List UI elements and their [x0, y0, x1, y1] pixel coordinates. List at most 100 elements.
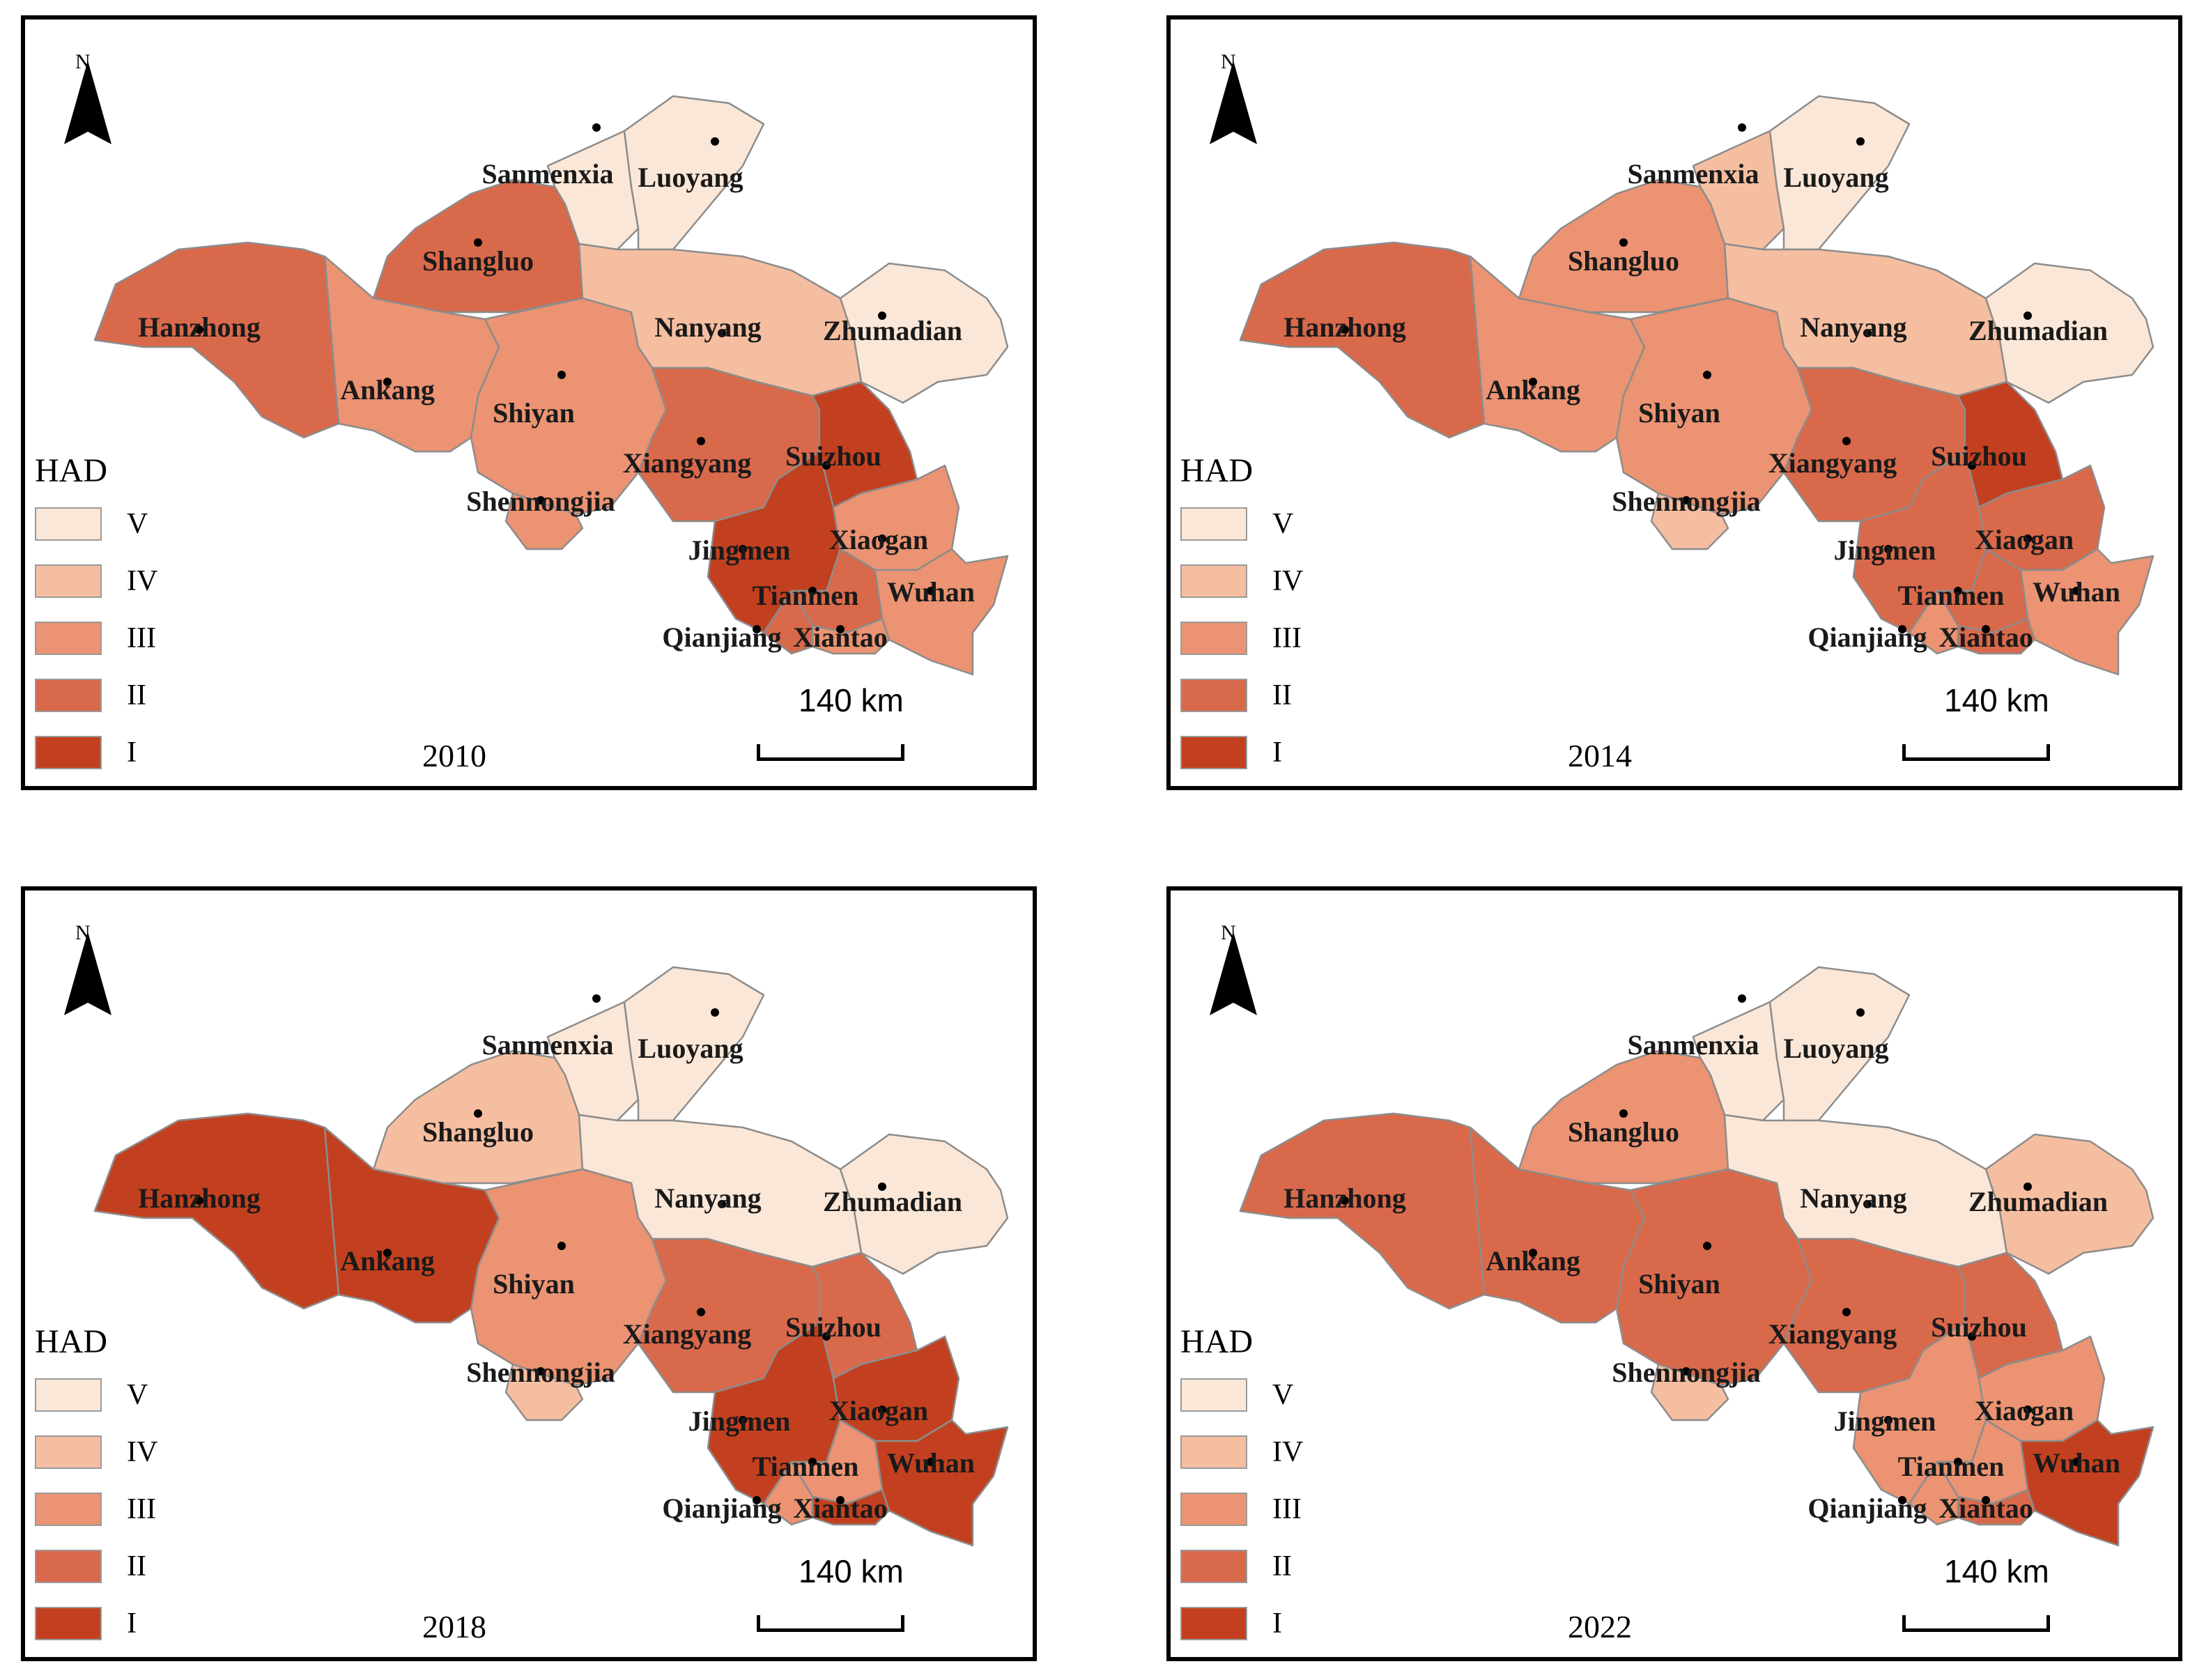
legend-swatch — [1180, 679, 1247, 712]
city-point — [753, 1496, 761, 1504]
legend-swatch — [35, 1607, 102, 1640]
city-point — [878, 311, 886, 320]
city-label-qianjiang: Qianjiang — [1807, 1493, 1927, 1524]
legend: HAD V IV III II I — [35, 1323, 157, 1652]
legend-swatch — [35, 564, 102, 598]
scale-bar-line — [757, 744, 904, 761]
scale-bar-line — [1902, 1615, 2050, 1632]
north-arrow-icon — [1210, 61, 1257, 144]
city-label-xiantao: Xiantao — [1938, 622, 2033, 653]
city-point — [1863, 1200, 1872, 1208]
city-point — [1529, 1249, 1537, 1257]
legend-item: III — [1180, 610, 1303, 667]
city-label-suizhou: Suizhou — [1931, 440, 2027, 472]
city-point — [1968, 1332, 1976, 1341]
legend-swatch — [1180, 736, 1247, 769]
city-point — [1898, 1496, 1906, 1504]
legend-item: V — [35, 1366, 157, 1424]
legend-item: II — [1180, 1538, 1303, 1595]
legend-item: IV — [1180, 1424, 1303, 1481]
scale-bar-line — [757, 1615, 904, 1632]
legend-item: II — [35, 667, 157, 724]
city-label-xiangyang: Xiangyang — [623, 447, 752, 479]
north-arrow-icon — [1210, 932, 1257, 1015]
legend-title: HAD — [35, 1323, 107, 1360]
city-label-sanmenxia: Sanmenxia — [1628, 158, 1759, 190]
north-arrow-icon — [64, 932, 111, 1015]
city-label-suizhou: Suizhou — [1931, 1311, 2027, 1343]
city-point — [1738, 123, 1746, 132]
city-point — [836, 625, 845, 633]
legend-title: HAD — [35, 452, 107, 489]
city-point — [1738, 994, 1746, 1003]
year-label: 2018 — [422, 1609, 486, 1644]
city-label-shennongjia: Shennongjia — [466, 1357, 615, 1388]
city-label-shennongjia: Shennongjia — [1612, 486, 1760, 517]
city-point — [557, 1242, 566, 1250]
city-label-tianmen: Tianmen — [753, 1451, 859, 1482]
city-point — [1884, 545, 1892, 553]
region-xiantao — [1957, 617, 2036, 655]
map-panel-2018: Sanmenxia Luoyang Shangluo Hanzhong Nanyang Z… — [21, 886, 1037, 1661]
scale-bar: 140 km — [1902, 1552, 2053, 1636]
city-label-xiangyang: Xiangyang — [1768, 447, 1897, 479]
legend-title: HAD — [1180, 452, 1253, 489]
north-arrow-icon — [64, 61, 111, 144]
city-label-wuhan: Wuhan — [887, 1447, 975, 1479]
city-label-luoyang: Luoyang — [638, 1033, 743, 1064]
legend-swatch — [35, 622, 102, 655]
city-label-shiyan: Shiyan — [493, 1268, 575, 1300]
city-label-suizhou: Suizhou — [785, 1311, 881, 1343]
city-point — [711, 1008, 719, 1017]
scale-bar-line — [1902, 744, 2050, 761]
legend-swatch — [35, 1435, 102, 1469]
region-map: Sanmenxia Luoyang Shangluo Hanzhong Nanyang Z… — [1239, 966, 2154, 1547]
legend-label: IV — [127, 565, 158, 597]
legend-item: IV — [1180, 553, 1303, 610]
legend-item: V — [1180, 495, 1303, 553]
city-point — [739, 1416, 747, 1424]
city-label-luoyang: Luoyang — [1783, 162, 1888, 193]
scale-bar: 140 km — [757, 681, 907, 765]
city-label-xiaogan: Xiaogan — [829, 524, 928, 555]
city-point — [1619, 1109, 1628, 1118]
city-label-shennongjia: Shennongjia — [466, 486, 615, 517]
legend-label: V — [1272, 1379, 1294, 1411]
city-label-shangluo: Shangluo — [422, 245, 534, 277]
city-label-qianjiang: Qianjiang — [1807, 622, 1927, 653]
legend-label: IV — [1272, 1436, 1304, 1468]
city-point — [697, 437, 705, 445]
legend-item: I — [35, 724, 157, 781]
region-zhumadian — [1984, 262, 2154, 404]
city-point — [592, 123, 601, 132]
legend-label: I — [1272, 1608, 1282, 1640]
city-point — [1619, 238, 1628, 247]
region-zhumadian — [839, 262, 1009, 404]
city-point — [927, 587, 935, 595]
legend-label: II — [1272, 1550, 1292, 1582]
city-label-shangluo: Shangluo — [422, 1116, 534, 1148]
region-shennongjia — [504, 492, 584, 550]
city-label-qianjiang: Qianjiang — [662, 1493, 781, 1524]
city-label-xiantao: Xiantao — [1938, 1493, 2033, 1524]
city-label-zhumadian: Zhumadian — [823, 315, 962, 346]
city-point — [1898, 625, 1906, 633]
city-label-xiantao: Xiantao — [793, 1493, 888, 1524]
city-point — [1703, 1242, 1711, 1250]
city-point — [557, 371, 566, 379]
region-shiyan — [1615, 297, 1813, 516]
region-xiantao — [811, 1488, 891, 1526]
city-label-xiaogan: Xiaogan — [829, 1395, 928, 1426]
region-shennongjia — [504, 1363, 584, 1421]
legend-label: IV — [127, 1436, 158, 1468]
legend-label: V — [127, 508, 148, 540]
city-point — [1856, 1008, 1865, 1017]
city-label-qianjiang: Qianjiang — [662, 622, 781, 653]
city-label-sanmenxia: Sanmenxia — [482, 1029, 614, 1061]
city-point — [383, 1249, 392, 1257]
region-hanzhong — [1239, 241, 1486, 439]
legend-label: II — [1272, 679, 1292, 711]
city-label-ankang: Ankang — [340, 374, 435, 406]
region-shiyan — [1615, 1168, 1813, 1387]
city-point — [1968, 461, 1976, 470]
